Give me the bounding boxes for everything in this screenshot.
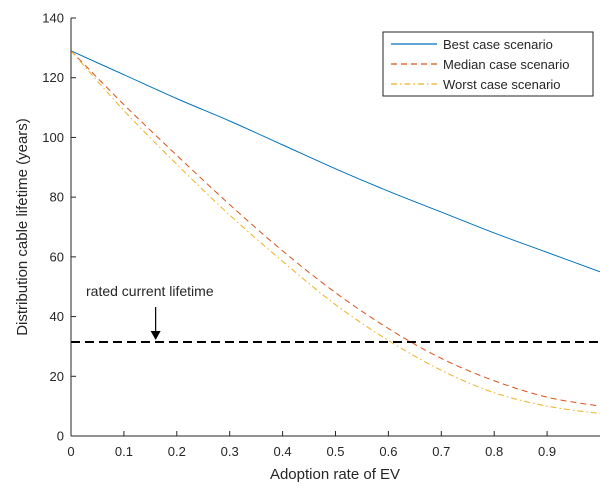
- annotation-label: rated current lifetime: [86, 283, 214, 299]
- annotation-layer: rated current lifetime: [86, 283, 214, 340]
- x-tick-label: 0.5: [326, 444, 344, 459]
- legend-box: [382, 31, 594, 97]
- y-tick-label: 0: [57, 429, 64, 444]
- x-axis-label: Adoption rate of EV: [270, 466, 400, 483]
- annotation-arrowhead: [150, 330, 161, 340]
- best-case-line: [70, 50, 600, 273]
- y-tick-label: 40: [50, 309, 64, 324]
- x-tick-label: 0.7: [432, 444, 450, 459]
- y-tick-label: 60: [50, 249, 64, 264]
- y-tick-label: 20: [50, 369, 64, 384]
- median-case-line: [70, 50, 600, 407]
- legend: Best case scenario Median case scenario Wo…: [382, 31, 594, 97]
- y-tick-label: 100: [42, 130, 64, 145]
- y-tick-label: 120: [42, 70, 64, 85]
- legend-entry-label: Worst case scenario: [443, 77, 561, 92]
- plot-area: 0 0.1 0.2 0.3 0.4 0.5 0.6 0.7 0.8 0.9 0 20 40 60 80 100…: [42, 11, 600, 459]
- worst-case-line: [70, 50, 600, 415]
- axes-layer: 0 0.1 0.2 0.3 0.4 0.5 0.6 0.7 0.8 0.9 0 20 40 60 80 100…: [42, 11, 600, 459]
- x-tick-label: 0.2: [168, 444, 186, 459]
- y-axis-label: Distribution cable lifetime (years): [14, 118, 31, 336]
- x-tick-label: 0.8: [485, 444, 503, 459]
- x-tick-label: 0.6: [379, 444, 397, 459]
- legend-entry-label: Best case scenario: [443, 37, 553, 52]
- y-tick-label: 80: [50, 190, 64, 205]
- x-tick-label: 0.4: [274, 444, 292, 459]
- x-tick-label: 0.9: [538, 444, 556, 459]
- legend-entry-label: Median case scenario: [443, 57, 569, 72]
- y-tick-label: 140: [42, 11, 64, 26]
- x-tick-label: 0.1: [115, 444, 133, 459]
- x-tick-label: 0.3: [221, 444, 239, 459]
- x-tick-label: 0: [67, 444, 74, 459]
- series-layer: [70, 50, 600, 415]
